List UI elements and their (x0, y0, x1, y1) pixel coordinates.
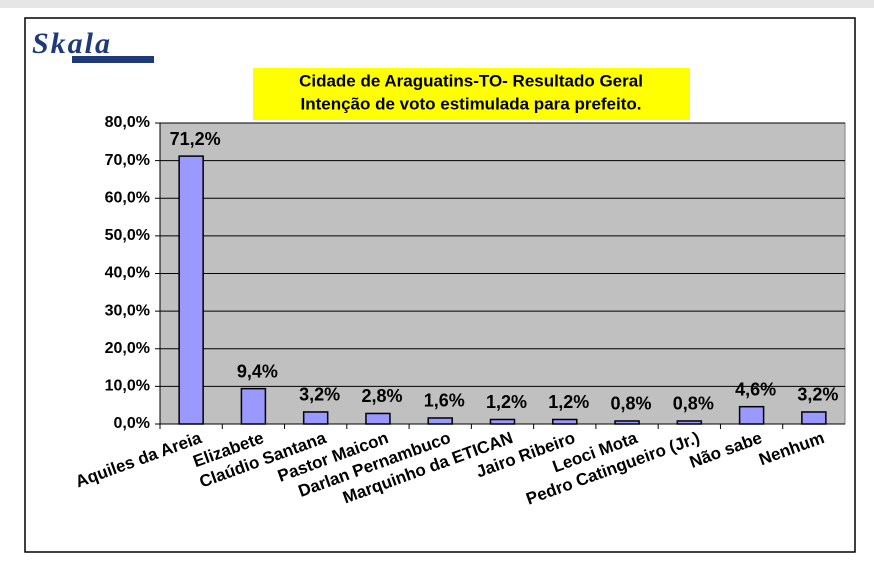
logo-bar (72, 56, 154, 63)
bar (365, 412, 391, 425)
value-label: 9,4% (237, 361, 278, 381)
y-tick-label: 70,0% (105, 152, 150, 169)
value-label: 0,8% (673, 394, 714, 414)
value-label: 2,8% (361, 386, 402, 406)
bar (676, 420, 703, 425)
y-tick-label: 10,0% (105, 378, 150, 395)
chart-title: Cidade de Araguatins-TO- Resultado Geral (299, 71, 643, 90)
bar (614, 420, 640, 425)
value-label: 71,2% (170, 129, 221, 149)
value-label: 1,6% (424, 391, 465, 411)
y-tick-label: 50,0% (105, 227, 150, 244)
bar (240, 387, 267, 425)
y-tick-label: 20,0% (105, 340, 150, 357)
value-label: 3,2% (299, 385, 340, 405)
y-tick-label: 60,0% (105, 189, 150, 206)
value-label: 1,2% (486, 392, 527, 412)
value-label: 3,2% (797, 385, 838, 405)
logo: Skala (32, 27, 112, 60)
bar (178, 155, 204, 425)
y-tick-label: 80,0% (105, 114, 150, 131)
title-box (253, 68, 690, 120)
chart-subtitle: Intenção de voto estimulada para prefeit… (300, 94, 641, 113)
value-label: 0,8% (611, 394, 652, 414)
bar (302, 411, 329, 425)
bar (552, 418, 578, 425)
y-tick-label: 0,0% (114, 415, 150, 432)
bar (801, 411, 827, 425)
bar (427, 417, 453, 425)
bar (489, 418, 516, 425)
y-tick-label: 30,0% (105, 302, 150, 319)
value-label: 4,6% (735, 379, 776, 399)
value-label: 1,2% (548, 392, 589, 412)
bar (738, 405, 765, 425)
y-tick-label: 40,0% (105, 265, 150, 282)
top-bar (0, 0, 874, 8)
